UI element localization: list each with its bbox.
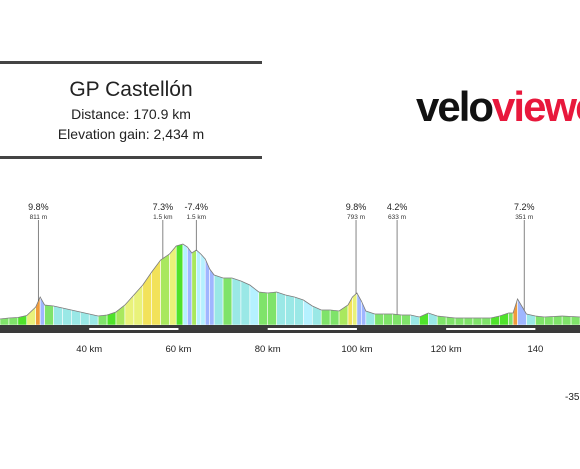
climb-length-label: 351 m xyxy=(515,214,533,221)
x-tick-label: 40 km xyxy=(76,344,102,355)
profile-segment xyxy=(285,294,295,326)
profile-segment xyxy=(365,310,376,326)
profile-segment xyxy=(44,304,54,326)
x-tick-label: 120 km xyxy=(431,344,462,355)
cut-off-label: -35 xyxy=(565,392,580,403)
climb-gradient-label: 4.2% xyxy=(387,202,408,212)
profile-segment xyxy=(213,274,224,326)
profile-segment xyxy=(97,314,108,326)
profile-segment xyxy=(8,317,19,326)
profile-segment xyxy=(53,305,63,326)
profile-segment xyxy=(187,246,193,326)
profile-segment xyxy=(454,317,465,326)
profile-segment xyxy=(508,312,514,326)
logo-views-text: viewe xyxy=(492,83,580,130)
profile-segment xyxy=(276,291,286,326)
profile-segment xyxy=(182,243,188,326)
profile-segment xyxy=(463,317,474,326)
profile-segment xyxy=(361,300,367,326)
profile-segment xyxy=(204,258,210,326)
distance-bar-stripe xyxy=(267,328,357,330)
profile-segment xyxy=(222,277,233,326)
x-tick-label: 140 xyxy=(527,344,543,355)
profile-segment xyxy=(267,291,277,326)
climb-length-label: 793 m xyxy=(347,214,365,221)
climb-gradient-label: 7.3% xyxy=(153,202,174,212)
profile-segment xyxy=(552,315,563,326)
x-tick-label: 100 km xyxy=(341,344,372,355)
profile-segment xyxy=(26,306,36,326)
profile-segment xyxy=(200,253,206,326)
distance-bar-stripe xyxy=(89,328,179,330)
profile-segment xyxy=(561,315,572,326)
elevation-label: Elevation gain: 2,434 m xyxy=(57,126,205,142)
climb-length-label: 1.5 km xyxy=(187,214,207,221)
profile-segment xyxy=(106,311,117,326)
profile-segment xyxy=(436,315,447,326)
profile-segment xyxy=(71,309,81,326)
profile-segment xyxy=(374,313,384,326)
climb-gradient-label: -7.4% xyxy=(185,202,209,212)
profile-segment xyxy=(175,243,184,326)
profile-segment xyxy=(472,317,483,326)
climb-gradient-label: 9.8% xyxy=(346,202,367,212)
climb-length-label: 633 m xyxy=(388,214,406,221)
climb-length-label: 1.5 km xyxy=(153,214,173,221)
profile-outline xyxy=(0,243,580,320)
x-tick-label: 60 km xyxy=(166,344,192,355)
logo-velo-text: velo xyxy=(416,83,494,130)
x-tick-label: 80 km xyxy=(255,344,281,355)
distance-label: Distance: 170.9 km xyxy=(71,106,191,122)
profile-segment xyxy=(240,280,251,326)
profile-segment xyxy=(294,296,304,326)
elevation-profile-chart: 40 km 60 km 80 km 100 km 120 km 140 9.8% 811 m 7… xyxy=(0,202,580,355)
profile-segment xyxy=(191,249,197,326)
profile-segment xyxy=(481,317,492,326)
profile-segment xyxy=(231,277,242,326)
profile-segment xyxy=(329,309,340,326)
profile-segment xyxy=(320,309,331,326)
profile-segment xyxy=(544,316,554,326)
race-title: GP Castellón xyxy=(69,78,193,101)
profile-segment xyxy=(133,284,144,326)
profile-segment xyxy=(142,271,152,326)
profile-segment xyxy=(196,249,202,326)
profile-segment xyxy=(535,315,545,326)
profile-segment xyxy=(312,305,322,326)
climb-gradient-label: 9.8% xyxy=(28,202,49,212)
profile-segment xyxy=(258,291,268,326)
profile-segment xyxy=(160,253,170,326)
profile-segment xyxy=(401,314,411,326)
title-box: GP Castellón Distance: 170.9 km Elevatio… xyxy=(0,61,262,159)
profile-segment xyxy=(62,307,72,326)
profile-segment xyxy=(209,268,215,326)
climb-length-label: 811 m xyxy=(30,214,48,221)
profile-segment xyxy=(570,316,580,326)
profile-segment xyxy=(392,313,402,326)
veloviewer-logo: veloviewe xyxy=(416,86,580,128)
profile-segment xyxy=(169,245,177,326)
profile-segment xyxy=(303,299,313,326)
distance-bar-stripe xyxy=(446,328,536,330)
profile-segment xyxy=(383,313,393,326)
profile-segment xyxy=(352,292,358,326)
climb-gradient-label: 7.2% xyxy=(514,202,535,212)
